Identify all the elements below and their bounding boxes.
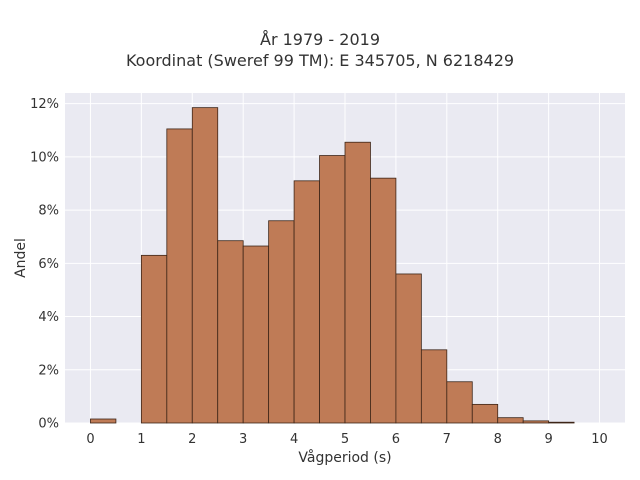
y-tick-label: 0% — [38, 417, 59, 432]
histogram-bar — [420, 349, 448, 424]
histogram-bar — [370, 177, 397, 424]
histogram-bar — [522, 420, 550, 424]
x-tick-label: 3 — [239, 432, 247, 447]
histogram-bar — [471, 403, 499, 424]
x-tick-label: 4 — [290, 432, 298, 447]
histogram-bar — [90, 418, 117, 424]
x-tick-label: 7 — [443, 432, 451, 447]
histogram-bar — [446, 381, 473, 424]
histogram-bar — [191, 107, 219, 424]
x-tick-label: 9 — [544, 432, 552, 447]
y-tick-label: 8% — [38, 204, 59, 219]
x-axis-label: Vågperiod (s) — [298, 449, 391, 466]
y-tick-label: 12% — [30, 97, 59, 112]
y-tick-labels: 0% 2% 4% 6% 8% 10% 12% — [30, 97, 59, 431]
histogram-bar — [268, 220, 295, 424]
histogram-bar — [548, 421, 575, 424]
x-tick-labels: 0 1 2 3 4 5 6 7 8 9 10 — [86, 432, 608, 447]
y-tick-label: 10% — [30, 150, 59, 165]
histogram-bar — [344, 141, 371, 424]
x-tick-label: 10 — [591, 432, 608, 447]
x-tick-label: 0 — [86, 432, 94, 447]
bars — [90, 107, 575, 424]
histogram-bar — [395, 273, 422, 424]
histogram-bar — [242, 245, 270, 424]
y-axis-label: Andel — [13, 238, 29, 278]
chart-title-line1: År 1979 - 2019 — [260, 30, 380, 49]
histogram-bar — [319, 155, 346, 424]
y-tick-label: 4% — [38, 310, 59, 325]
x-tick-label: 1 — [137, 432, 145, 447]
x-tick-label: 8 — [494, 432, 502, 447]
histogram-bar — [217, 240, 244, 424]
chart-title-line2: Koordinat (Sweref 99 TM): E 345705, N 62… — [125, 51, 515, 70]
histogram-bar — [140, 254, 168, 424]
y-tick-label: 2% — [38, 363, 59, 378]
x-tick-label: 6 — [392, 432, 400, 447]
x-tick-label: 2 — [188, 432, 196, 447]
histogram-bar — [497, 417, 524, 424]
x-tick-label: 5 — [341, 432, 349, 447]
histogram-bar — [293, 180, 320, 424]
histogram-bar — [166, 128, 193, 424]
y-tick-label: 6% — [38, 257, 59, 272]
